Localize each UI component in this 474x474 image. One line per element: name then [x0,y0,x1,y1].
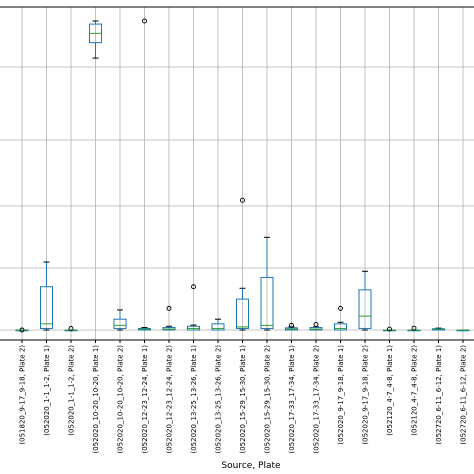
box-group [40,261,53,331]
outlier-point [411,325,417,331]
x-tick-label: (052020_15-29_15-30, Plate 2) [264,345,272,454]
box-iqr [113,318,127,329]
outlier-point [191,284,196,290]
x-tick-label: (052020_17-33_17-34, Plate 2) [313,345,321,454]
box-group [162,305,176,331]
x-tick-label: (052020_10-20_10-20, Plate 1) [92,345,100,454]
x-tick-label: (052120_4-7_4-8, Plate 2) [411,345,419,436]
axis-layer: (051820_9-17_9-18, Plate 2) (052020_1-1_1… [0,6,474,454]
x-tick-label: (052720_6-11_6-12, Plate 1) [435,345,443,445]
box-layer [15,18,470,333]
outlier-point [142,18,147,24]
x-axis-title: Source, Plate [221,461,281,471]
box-group [89,20,102,59]
x-tick-label: (052020_13-25_13-26, Plate 2) [215,345,223,454]
box-iqr [260,276,274,329]
box-group [456,329,470,332]
outlier-point [19,327,25,333]
x-tick-label: (052020_9-17_9-18, Plate 2) [362,345,370,445]
grid-layer [0,7,474,340]
x-tick-label: (052020_9-17_9-18, Plate 1) [337,345,345,445]
box-group [334,305,347,331]
box-group [113,309,127,331]
box-group [211,318,225,331]
x-tick-label: (052020_12-23_12-24, Plate 1) [141,345,149,454]
x-tick-label: (052020_1-1_1-2, Plate 2) [68,345,76,436]
x-tick-label: (052720_6-11_6-12, Plate 2) [460,345,468,445]
box-group [309,321,323,331]
box-group [236,197,249,331]
box-group [407,325,421,332]
box-group [432,327,445,331]
x-tick-label: (052020_15-29_15-30, Plate 1) [239,345,247,454]
box-iqr [358,289,372,329]
box-group [64,326,78,332]
x-tick-label: (052020_17-33_17-34, Plate 1) [288,345,296,454]
outlier-point [68,326,74,331]
x-tick-label: (052120_4-7_4-8, Plate 1) [386,345,394,436]
box-group [15,327,29,333]
box-group [358,270,372,331]
box-group [260,236,274,331]
x-tick-label: (052020_10-20_10-20, Plate 2) [117,345,125,454]
x-tick-label: (051820_9-17_9-18, Plate 2) [19,345,27,445]
box-iqr [40,286,53,329]
outlier-point [166,305,172,311]
outlier-point [338,305,343,311]
box-group [285,322,298,331]
x-tick-label: (052020_12-23_12-24, Plate 2) [166,345,174,454]
x-tick-label: (052020_13-25_13-26, Plate 1) [190,345,198,454]
box-iqr [334,323,347,331]
box-group [138,18,151,331]
x-tick-label: (052020_1-1_1-2, Plate 1) [43,345,51,436]
outlier-point [240,197,245,203]
box-group [187,284,200,331]
box-group [383,326,396,332]
box-iqr [236,298,249,329]
outlier-point [387,326,392,332]
outlier-point [289,322,294,328]
box-iqr [211,323,225,331]
outlier-point [313,321,319,327]
